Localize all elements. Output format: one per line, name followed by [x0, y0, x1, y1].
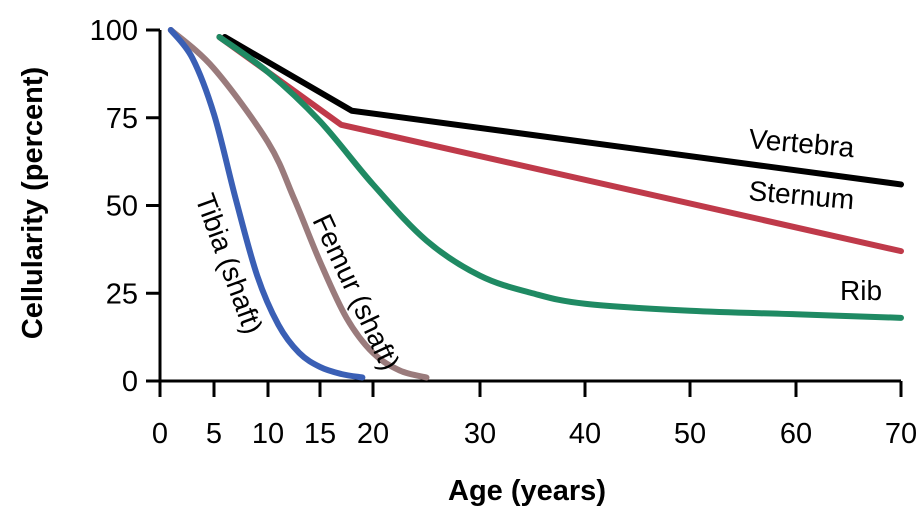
x-tick-label: 30	[464, 418, 496, 450]
x-tick-label: 10	[252, 418, 284, 450]
x-tick-label: 0	[152, 418, 168, 450]
y-tick-label: 50	[106, 191, 138, 223]
series-layer	[167, 27, 904, 381]
series-line-rib	[216, 34, 904, 321]
series-label-tibia-shaft: Tibia (shaft)	[189, 189, 268, 338]
series-line-tibia-shaft	[167, 27, 366, 381]
x-tick-label: 15	[304, 418, 336, 450]
x-tick-label: 50	[674, 418, 706, 450]
x-tick-label: 40	[569, 418, 601, 450]
x-axis-title: Age (years)	[448, 475, 606, 507]
series-label-femur-shaft: Femur (shaft)	[307, 209, 406, 374]
y-tick-label: 0	[122, 366, 138, 398]
x-tick-label: 70	[885, 418, 917, 450]
series-line-vertebra	[221, 34, 904, 188]
x-tick-label: 5	[206, 418, 222, 450]
series-label-rib: Rib	[840, 275, 882, 306]
label-layer: Vertebra Sternum Rib Femur (shaft) Tibia (sh…	[189, 123, 882, 375]
x-tick-label: 60	[780, 418, 812, 450]
series-line-femur-shaft	[167, 27, 430, 381]
y-tick-label: 25	[106, 278, 138, 310]
y-axis-title: Cellularity (percent)	[17, 67, 49, 339]
axes: 0 25 50 75 100 0 5 10 15 20 30 40 50 60 70 Age (years) C…	[17, 15, 917, 507]
y-tick-label: 100	[90, 15, 138, 47]
y-tick-label: 75	[106, 103, 138, 135]
series-label-vertebra: Vertebra	[747, 123, 856, 163]
series-label-sternum: Sternum	[747, 175, 855, 215]
x-tick-label: 20	[357, 418, 389, 450]
